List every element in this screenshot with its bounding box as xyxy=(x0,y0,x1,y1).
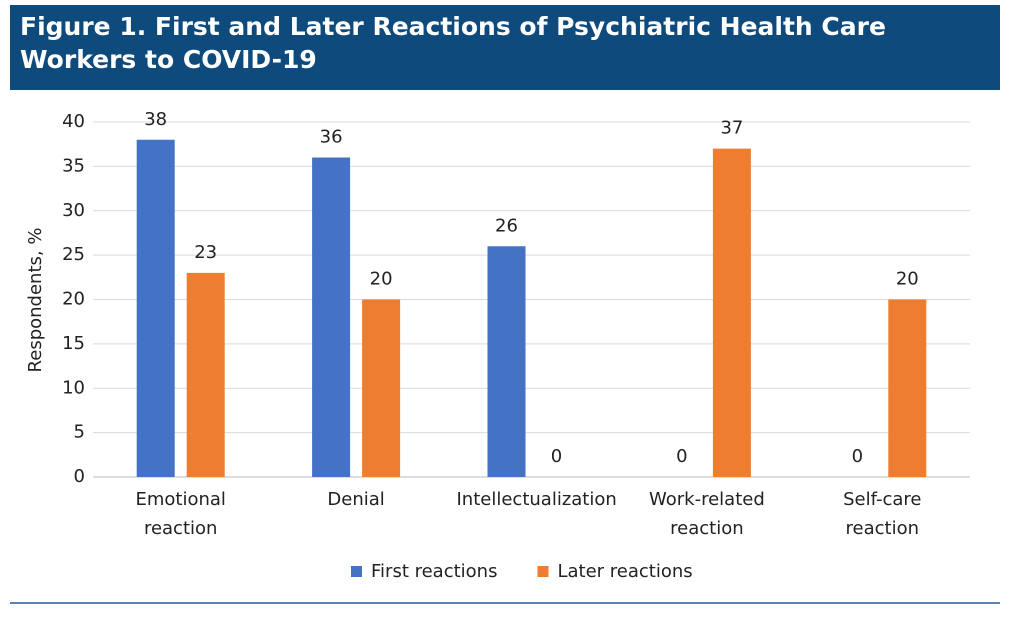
legend-label: Later reactions xyxy=(557,561,692,582)
y-tick-label: 0 xyxy=(74,466,85,487)
y-tick-label: 10 xyxy=(62,377,85,398)
value-label: 0 xyxy=(551,446,562,467)
value-label: 38 xyxy=(144,109,167,130)
title-banner xyxy=(10,5,1000,90)
value-label: 0 xyxy=(676,446,687,467)
bar xyxy=(186,272,225,477)
bar xyxy=(888,299,927,477)
x-tick-label: Work-related reaction xyxy=(649,489,765,539)
value-label: 26 xyxy=(495,215,518,236)
value-label: 37 xyxy=(720,118,743,139)
value-label: 20 xyxy=(370,269,393,290)
bar xyxy=(487,246,526,477)
y-tick-label: 40 xyxy=(62,111,85,132)
bar xyxy=(712,148,751,477)
bar xyxy=(312,157,351,477)
chart-title: Figure 1. First and Later Reactions of P… xyxy=(20,12,886,74)
legend-swatch xyxy=(537,566,549,577)
bar xyxy=(136,139,175,477)
y-tick-label: 35 xyxy=(62,155,85,176)
x-tick-label: Emotional reaction xyxy=(135,489,226,539)
x-tick-label: Intellectualization xyxy=(456,489,617,510)
value-label: 0 xyxy=(852,446,863,467)
value-label: 36 xyxy=(320,127,343,148)
value-label: 20 xyxy=(896,269,919,290)
y-tick-label: 15 xyxy=(62,333,85,354)
x-tick-label: Denial xyxy=(327,489,385,510)
y-tick-label: 25 xyxy=(62,244,85,265)
y-tick-label: 20 xyxy=(62,289,85,310)
y-axis-label: Respondents, % xyxy=(25,228,46,373)
x-tick-label: Self-care reaction xyxy=(843,489,922,539)
bar xyxy=(362,299,401,477)
value-label: 23 xyxy=(194,242,217,263)
legend-swatch xyxy=(351,566,362,577)
legend-label: First reactions xyxy=(371,561,497,582)
y-tick-label: 5 xyxy=(74,422,85,443)
y-tick-label: 30 xyxy=(62,200,85,221)
